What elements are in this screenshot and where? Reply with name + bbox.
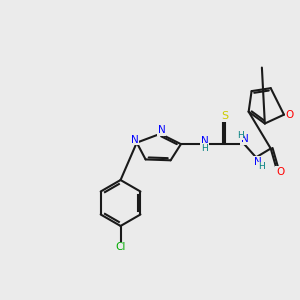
Text: O: O bbox=[276, 167, 284, 177]
Text: H: H bbox=[201, 144, 208, 153]
Text: H: H bbox=[237, 131, 244, 140]
Text: N: N bbox=[241, 134, 249, 144]
Text: H: H bbox=[259, 162, 265, 171]
Text: S: S bbox=[221, 111, 229, 121]
Text: N: N bbox=[201, 136, 208, 146]
Text: N: N bbox=[254, 157, 261, 167]
Text: Cl: Cl bbox=[116, 242, 126, 253]
Text: N: N bbox=[158, 125, 166, 135]
Text: O: O bbox=[285, 110, 293, 120]
Text: N: N bbox=[130, 135, 138, 145]
